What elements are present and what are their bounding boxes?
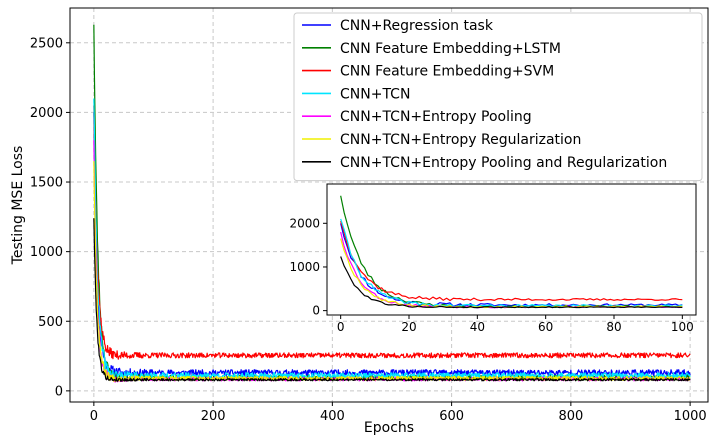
inset-frame — [326, 183, 697, 316]
inset-x-tick-label-4: 80 — [606, 320, 621, 334]
y-tick-label-3: 1500 — [30, 176, 63, 191]
inset-y-tick-label-0: 0 — [312, 304, 320, 318]
x-tick-label-2: 400 — [320, 409, 345, 424]
inset-x-tick-label-1: 20 — [401, 320, 416, 334]
legend-label-0: CNN+Regression task — [340, 18, 494, 34]
inset-y-tick-label-2: 2000 — [289, 216, 320, 230]
y-tick-label-4: 2000 — [30, 106, 63, 121]
x-tick-label-5: 1000 — [674, 409, 707, 424]
legend-label-1: CNN Feature Embedding+LSTM — [340, 41, 561, 57]
inset-x-tick-label-3: 60 — [538, 320, 553, 334]
legend-label-3: CNN+TCN — [340, 86, 410, 102]
inset-x-tick-label-0: 0 — [337, 320, 345, 334]
inset-background — [327, 184, 696, 315]
y-tick-label-2: 1000 — [30, 245, 63, 260]
x-tick-label-1: 200 — [201, 409, 226, 424]
series-line-6 — [93, 218, 691, 382]
inset-series-line-6 — [340, 256, 683, 309]
legend-label-4: CNN+TCN+Entropy Pooling — [340, 109, 532, 125]
inset-series-line-2 — [340, 220, 683, 302]
inset-y-tick-label-1: 1000 — [289, 260, 320, 274]
series-line-2 — [93, 105, 691, 360]
x-tick-label-0: 0 — [90, 409, 98, 424]
x-axis-label: Epochs — [364, 420, 414, 436]
legend-label-2: CNN Feature Embedding+SVM — [340, 64, 554, 80]
legend-box — [293, 12, 703, 182]
y-tick-label-1: 500 — [38, 315, 63, 330]
y-tick-label-5: 2500 — [30, 36, 63, 51]
x-tick-label-4: 800 — [558, 409, 583, 424]
legend-label-6: CNN+TCN+Entropy Pooling and Regularizati… — [340, 155, 667, 171]
y-axis-label: Testing MSE Loss — [10, 146, 26, 266]
inset-x-tick-label-2: 40 — [470, 320, 485, 334]
legend-label-5: CNN+TCN+Entropy Regularization — [340, 132, 581, 148]
y-tick-label-0: 0 — [55, 384, 63, 399]
x-tick-label-3: 600 — [439, 409, 464, 424]
main-frame — [69, 7, 709, 403]
main-series — [93, 24, 691, 383]
legend: CNN+Regression task CNN Feature Embedding… — [293, 12, 703, 182]
inset-x-tick-label-5: 100 — [671, 320, 694, 334]
